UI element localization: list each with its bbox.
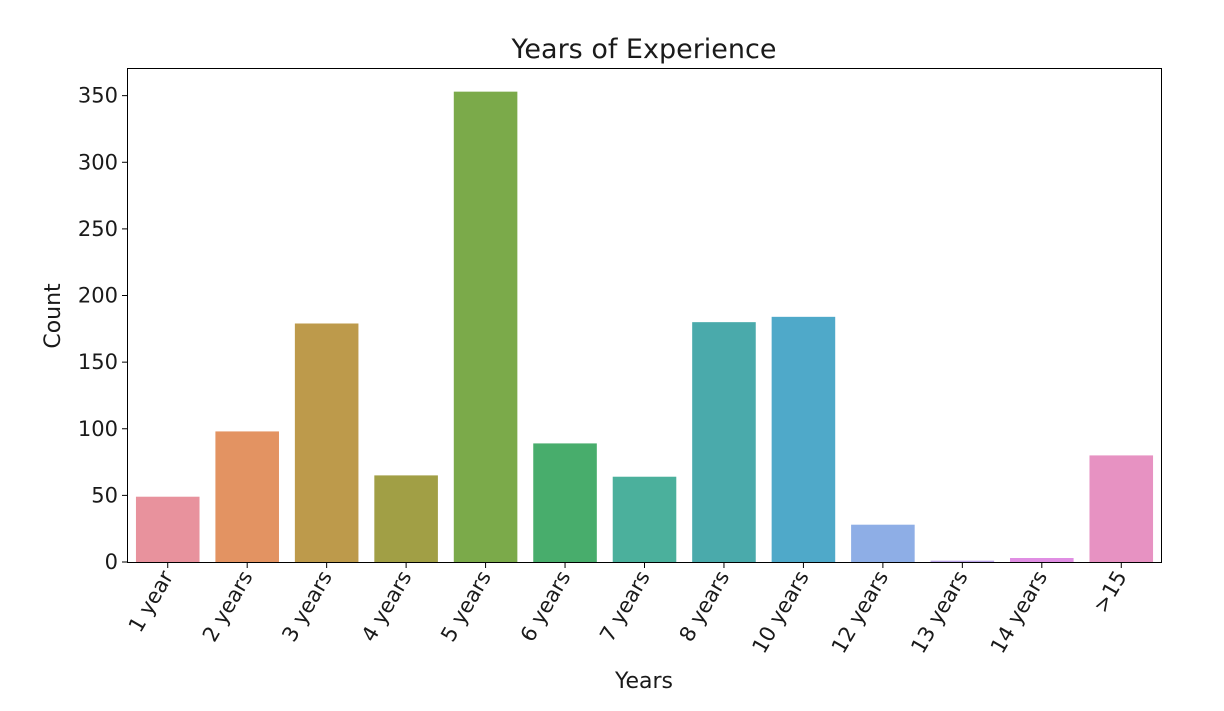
bar-4 [453, 91, 518, 563]
x-tick-label-2: 3 years [277, 567, 337, 646]
bar-11 [1010, 558, 1074, 562]
bar-3 [374, 475, 438, 562]
bar-10 [930, 560, 995, 562]
bar-8 [771, 316, 836, 562]
x-tick-label-3: 4 years [357, 567, 417, 646]
bar-0 [135, 496, 200, 562]
y-tick-label-0: 0 [105, 550, 118, 574]
x-tick-label-5: 6 years [516, 567, 576, 646]
y-tick-label-5: 250 [78, 217, 118, 241]
bar-1 [215, 431, 279, 562]
x-tick-label-12: >15 [1089, 567, 1132, 617]
plot-frame [127, 68, 1162, 563]
y-axis-label: Count [41, 283, 66, 349]
chart-title: Years of Experience [511, 34, 777, 65]
y-tick-label-3: 150 [78, 350, 118, 374]
y-tick-label-7: 350 [78, 84, 118, 108]
x-tick-label-1: 2 years [198, 567, 258, 646]
x-tick-label-0: 1 year [124, 566, 178, 636]
bar-2 [294, 323, 359, 562]
bars-group [135, 91, 1154, 563]
bar-6 [612, 476, 677, 562]
bar-5 [533, 443, 597, 562]
x-tick-label-6: 7 years [595, 567, 655, 646]
bar-9 [851, 524, 915, 562]
x-tick-label-11: 14 years [986, 567, 1052, 658]
x-tick-label-9: 12 years [827, 567, 893, 658]
x-tick-label-8: 10 years [747, 567, 813, 658]
x-axis-label: Years [614, 669, 673, 694]
y-tick-label-1: 50 [91, 483, 118, 507]
x-tick-label-7: 8 years [675, 567, 735, 646]
bar-7 [692, 322, 756, 562]
y-axis-ticks: 0 50 100 150 200 250 300 350 [78, 84, 128, 574]
y-tick-label-4: 200 [78, 284, 118, 308]
x-tick-label-4: 5 years [436, 567, 496, 646]
y-tick-label-6: 300 [78, 150, 118, 174]
y-tick-label-2: 100 [78, 417, 118, 441]
bar-12 [1089, 455, 1154, 562]
x-axis-ticks: 1 year 2 years 3 years 4 years 5 years 6 year… [124, 562, 1132, 657]
x-tick-label-10: 13 years [906, 567, 972, 658]
